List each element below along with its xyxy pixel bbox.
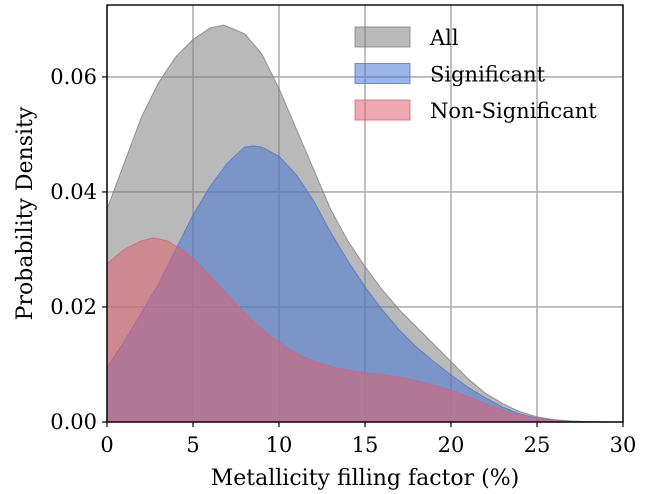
x-tick-label: 10 (266, 433, 293, 457)
x-tick-label: 15 (352, 433, 379, 457)
y-axis-title: Probability Density (13, 106, 38, 320)
x-axis-title: Metallicity filling factor (%) (211, 466, 520, 491)
y-tick-label: 0.02 (50, 295, 97, 319)
legend-label-all: All (429, 26, 459, 50)
plot-frame (106, 4, 624, 423)
y-tick-label: 0.04 (50, 180, 97, 204)
legend-swatch-non-significant (354, 99, 411, 121)
axis-ticks: 0 5 10 15 20 25 30 0.00 0.02 0.04 0.06 (50, 65, 636, 457)
x-tick-label: 25 (524, 433, 551, 457)
legend-swatch-all (354, 26, 411, 48)
legend-label-non-significant: Non-Significant (430, 99, 597, 123)
area-series-layer (106, 24, 624, 423)
x-tick-label: 20 (438, 433, 465, 457)
y-tick-label: 0.00 (50, 410, 97, 434)
area-non-significant (106, 237, 624, 423)
legend: All Significant Non-Significant (354, 26, 597, 123)
legend-swatch-significant (354, 63, 411, 84)
x-tick-label: 5 (186, 433, 199, 457)
x-tick-label: 0 (100, 433, 113, 457)
x-tick-label: 30 (610, 433, 637, 457)
y-tick-label: 0.06 (50, 65, 97, 89)
legend-label-significant: Significant (430, 63, 546, 87)
